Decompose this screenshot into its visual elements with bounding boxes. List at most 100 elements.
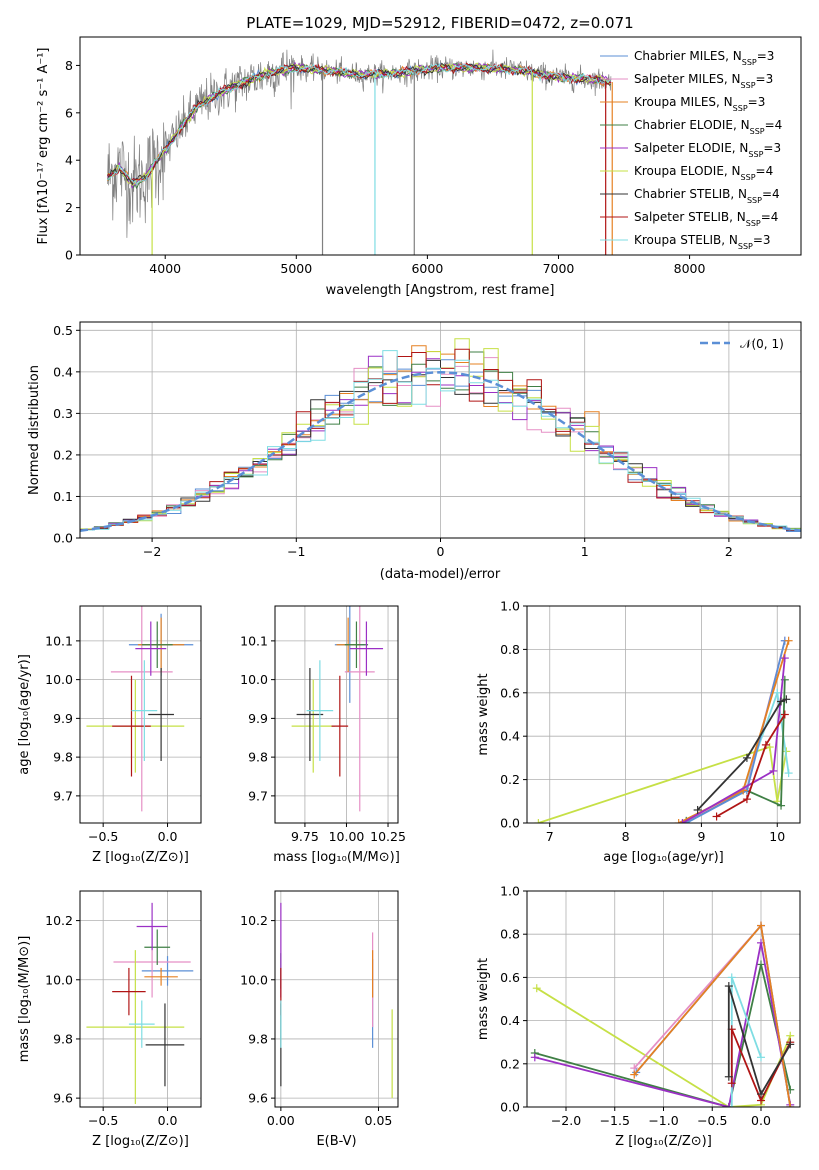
legend-label-sub: SSP xyxy=(748,150,763,159)
legend-label-base: Chabrier STELIB, N xyxy=(634,187,747,201)
y-tick-label: 9.6 xyxy=(53,1091,73,1106)
x-tick-label: 10.25 xyxy=(370,829,406,844)
x-tick-label: 0.0 xyxy=(158,829,178,844)
residuals-plot-area xyxy=(79,338,802,532)
weight-vs-metallicity-panel: −2.0 −1.5 −1.0 −0.5 0.0 0.0 0.2 0.4 0.6 0.8 1.0 Z [… xyxy=(476,884,801,1149)
x-tick-label: −1.0 xyxy=(648,1113,678,1128)
axes-frame xyxy=(274,605,399,824)
legend-label-sub: SSP xyxy=(741,81,756,90)
legend-label-kroupa_miles: Kroupa MILES, NSSP=3 xyxy=(634,95,765,113)
axes-frame xyxy=(79,605,202,824)
legend-label-kroupa_elodie: Kroupa ELODIE, NSSP=4 xyxy=(634,164,773,182)
x-axis-label: Z [log₁₀(Z/Z⊙)] xyxy=(615,1134,712,1149)
legend-label-salpeter_miles: Salpeter MILES, NSSP=3 xyxy=(634,72,773,90)
x-tick-label: −2 xyxy=(143,544,161,559)
x-tick-label: 10 xyxy=(769,829,785,844)
x-tick-label: 0.00 xyxy=(267,1113,295,1128)
legend-label-base: Salpeter MILES, N xyxy=(634,72,741,86)
spectrum-y-label: Flux [fλ10⁻¹⁷ erg cm⁻² s⁻¹ A⁻¹] xyxy=(36,48,51,245)
x-tick-label: 8 xyxy=(622,829,630,844)
residuals-panel: −2 −1 0 1 2 0.0 0.1 0.2 0.3 0.4 0.5 (data-model)/e… xyxy=(27,321,802,582)
x-tick-label: 4000 xyxy=(149,261,181,276)
legend-label-tail: =4 xyxy=(761,210,779,224)
y-tick-label: 1.0 xyxy=(500,599,520,614)
legend-label-tail: =4 xyxy=(756,164,774,178)
legend-label-salpeter_elodie: Salpeter ELODIE, NSSP=3 xyxy=(634,141,781,159)
x-tick-label: 7 xyxy=(546,829,554,844)
spectrum-title: PLATE=1029, MJD=52912, FIBERID=0472, z=0… xyxy=(246,14,633,32)
age-vs-mass-panel: 9.75 10.00 10.25 9.7 9.8 9.9 10.0 10.1 mass [log… xyxy=(240,605,406,865)
y-tick-label: 0.2 xyxy=(500,1056,520,1071)
x-axis-label: age [log₁₀(age/yr)] xyxy=(603,850,724,865)
y-tick-label: 10.2 xyxy=(45,913,73,928)
y-tick-label: 9.8 xyxy=(248,750,268,765)
weight-line-kroupa_miles xyxy=(678,640,790,823)
y-tick-label: 10.1 xyxy=(240,633,268,648)
legend-label-sub: SSP xyxy=(747,196,762,205)
axes-frame xyxy=(526,605,801,824)
x-tick-label: 8000 xyxy=(674,261,706,276)
panel-data xyxy=(530,921,795,1107)
legend-label-tail: =3 xyxy=(748,95,766,109)
legend-label-salpeter_stelib: Salpeter STELIB, NSSP=4 xyxy=(634,210,778,228)
legend-label-kroupa_stelib: Kroupa STELIB, NSSP=3 xyxy=(634,233,771,251)
y-tick-label: 0.2 xyxy=(53,447,73,462)
legend-label-base: Kroupa MILES, N xyxy=(634,95,733,109)
weight-line-chabrier_elodie xyxy=(685,679,786,822)
y-tick-label: 10.0 xyxy=(45,972,73,987)
age-vs-metallicity-panel: −0.5 0.0 9.7 9.8 9.9 10.0 10.1 Z [log₁₀(Z/Z⊙)] a… xyxy=(17,605,202,865)
legend-label-chabrier_stelib: Chabrier STELIB, NSSP=4 xyxy=(634,187,780,205)
x-tick-label: −0.5 xyxy=(88,829,118,844)
y-tick-label: 0.0 xyxy=(500,816,520,831)
weight-line-salpeter_elodie xyxy=(534,942,792,1107)
spectrum-ticks: 4000 5000 6000 7000 8000 0 2 4 6 8 xyxy=(65,58,705,276)
y-tick-label: 0.8 xyxy=(500,927,520,942)
gaussian-reference-curve xyxy=(79,371,802,532)
y-tick-label: 6 xyxy=(65,105,73,120)
x-tick-label: 0.05 xyxy=(365,1113,393,1128)
x-tick-label: 7000 xyxy=(543,261,575,276)
y-tick-label: 0.4 xyxy=(53,364,73,379)
gaussian-legend-label: 𝒩(0, 1) xyxy=(740,337,784,351)
y-tick-label: 0.2 xyxy=(500,772,520,787)
y-tick-label: 10.0 xyxy=(45,672,73,687)
legend-label-sub: SSP xyxy=(750,127,765,136)
legend-label-sub: SSP xyxy=(742,58,757,67)
weight-line-chabrier_miles xyxy=(635,923,792,1107)
y-tick-label: 9.9 xyxy=(53,711,73,726)
legend-label-base: Kroupa ELODIE, N xyxy=(634,164,741,178)
axes-frame xyxy=(79,890,202,1108)
y-tick-label: 9.7 xyxy=(53,788,73,803)
legend-label-base: Kroupa STELIB, N xyxy=(634,233,738,247)
x-tick-label: −0.5 xyxy=(697,1113,727,1128)
spectrum-x-label: wavelength [Angstrom, rest frame] xyxy=(326,283,555,298)
legend-label-base: Salpeter ELODIE, N xyxy=(634,141,748,155)
x-tick-label: 0.0 xyxy=(158,1113,178,1128)
legend-label-tail: =3 xyxy=(763,141,781,155)
mass-vs-metallicity-panel: −0.5 0.0 9.6 9.8 10.0 10.2 Z [log₁₀(Z/Z⊙)] mass… xyxy=(17,890,202,1149)
legend-label-chabrier_miles: Chabrier MILES, NSSP=3 xyxy=(634,49,774,67)
x-axis-label: Z [log₁₀(Z/Z⊙)] xyxy=(92,850,189,865)
residuals-ticks: −2 −1 0 1 2 0.0 0.1 0.2 0.3 0.4 0.5 xyxy=(53,323,733,559)
weight-line-salpeter_stelib xyxy=(730,1028,792,1103)
y-tick-label: 4 xyxy=(65,153,73,168)
x-tick-label: 9 xyxy=(697,829,705,844)
y-tick-label: 2 xyxy=(65,200,73,215)
y-tick-label: 0.8 xyxy=(500,642,520,657)
panel-data xyxy=(280,902,393,1099)
y-tick-label: 10.1 xyxy=(45,633,73,648)
legend-label-base: Salpeter STELIB, N xyxy=(634,210,746,224)
y-axis-label: age [log₁₀(age/yr)] xyxy=(17,654,32,775)
panel-data xyxy=(86,902,194,1105)
y-tick-label: 10.0 xyxy=(240,972,268,987)
y-tick-label: 0.1 xyxy=(53,489,73,504)
legend-label-sub: SSP xyxy=(733,104,748,113)
x-axis-label: Z [log₁₀(Z/Z⊙)] xyxy=(92,1134,189,1149)
x-tick-label: 9.75 xyxy=(291,829,319,844)
x-tick-label: 6000 xyxy=(411,261,443,276)
mass-vs-extinction-panel: 0.00 0.05 9.6 9.8 10.0 10.2 E(B-V) xyxy=(240,890,399,1149)
x-tick-label: −0.5 xyxy=(88,1113,118,1128)
x-tick-label: −1 xyxy=(287,544,305,559)
